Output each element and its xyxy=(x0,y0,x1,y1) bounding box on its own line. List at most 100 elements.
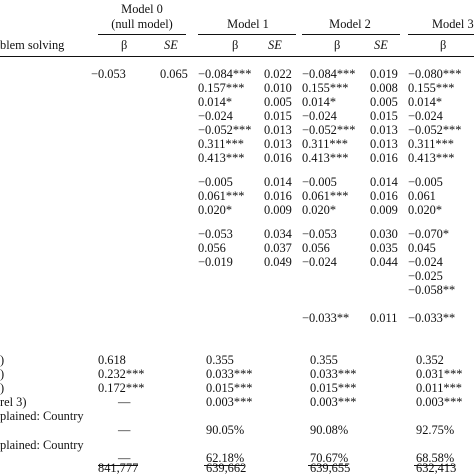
cell-m3b-row-8: −0.005 xyxy=(408,175,443,189)
cell-m1b-row-12: 0.056 xyxy=(198,241,226,255)
cell-m2s-row-4: 0.015 xyxy=(370,109,398,123)
rule-model1 xyxy=(198,34,296,35)
explained-m1-2: 62.18% xyxy=(206,451,245,465)
rule-bottom-m2 xyxy=(308,465,348,466)
cell-m3b-row-10: 0.020* xyxy=(408,203,443,217)
cell-m1s-row-10: 0.009 xyxy=(264,203,292,217)
cell-m3b-row-9: 0.061 xyxy=(408,189,436,203)
cell-m2b-row-4: −0.024 xyxy=(302,109,337,123)
variance-m1-2: 0.033*** xyxy=(206,367,253,381)
header-model0-line2: (null model) xyxy=(111,17,173,31)
rule-header-bottom xyxy=(0,56,474,57)
cell-m3b-row-2: 0.155*** xyxy=(408,81,455,95)
cell-m1s-row-6: 0.013 xyxy=(264,137,292,151)
cell-m2s-row-2: 0.008 xyxy=(370,81,398,95)
cell-m2s-row-11: 0.030 xyxy=(370,227,398,241)
explained-m2-2: 70.67% xyxy=(310,451,349,465)
cell-m2s-row-3: 0.005 xyxy=(370,95,398,109)
cell-m2s-row-16: 0.011 xyxy=(370,311,398,325)
cell-m3b-row-14: −0.025 xyxy=(408,269,443,283)
variance-m3-1: 0.352 xyxy=(416,353,444,367)
cell-m1s-row-4: 0.015 xyxy=(264,109,292,123)
cell-m2b-row-12: 0.056 xyxy=(302,241,330,255)
bottom-m3: 632,413 xyxy=(416,461,457,475)
cell-m1b-row-7: 0.413*** xyxy=(198,151,245,165)
cell-m1s-row-1: 0.022 xyxy=(264,67,292,81)
variance-m0-1: 0.618 xyxy=(98,353,126,367)
cell-m2b-row-11: −0.053 xyxy=(302,227,337,241)
explained-label-2: plained: Country xyxy=(0,438,84,452)
cell-m3b-row-13: −0.024 xyxy=(408,255,443,269)
cell-m1s-row-5: 0.013 xyxy=(264,123,292,137)
variance-m1-3: 0.015*** xyxy=(206,381,253,395)
cell-m1b-row-1: −0.084*** xyxy=(198,67,252,81)
cell-m2b-row-7: 0.413*** xyxy=(302,151,349,165)
rule-model0 xyxy=(98,34,186,35)
cell-m2s-row-5: 0.013 xyxy=(370,123,398,137)
cell-m2b-row-1: −0.084*** xyxy=(302,67,356,81)
explained-m3-2: 68.58% xyxy=(416,451,455,465)
cell-m2b-row-8: −0.005 xyxy=(302,175,337,189)
cell-m3b-row-3: 0.014* xyxy=(408,95,443,109)
header-model1: Model 1 xyxy=(227,17,269,31)
cell-m2b-row-13: −0.024 xyxy=(302,255,337,269)
rule-bottom-m0 xyxy=(98,465,138,466)
cell-m1b-row-8: −0.005 xyxy=(198,175,233,189)
variance-m2-2: 0.033*** xyxy=(310,367,357,381)
se-header-m0: SE xyxy=(164,38,178,52)
bottom-m0: 841,777 xyxy=(98,461,139,475)
cell-m2s-row-10: 0.009 xyxy=(370,203,398,217)
cell-m2b-row-9: 0.061*** xyxy=(302,189,349,203)
cell-m1b-row-11: −0.053 xyxy=(198,227,233,241)
bottom-m2: 639,655 xyxy=(310,461,351,475)
variance-m1-1: 0.355 xyxy=(206,353,234,367)
explained-m0-1: — xyxy=(118,423,131,437)
cell-m1s-row-3: 0.005 xyxy=(264,95,292,109)
cell-m3b-row-7: 0.413*** xyxy=(408,151,455,165)
cell-m1s-row-2: 0.010 xyxy=(264,81,292,95)
cell-m2b-row-5: −0.052*** xyxy=(302,123,356,137)
se-header-m1: SE xyxy=(268,38,282,52)
rule-model2 xyxy=(302,34,400,35)
variance-m2-1: 0.355 xyxy=(310,353,338,367)
variance-m3-4: 0.003*** xyxy=(416,395,463,409)
header-model0-line1: Model 0 xyxy=(121,2,163,16)
cell-m2s-row-1: 0.019 xyxy=(370,67,398,81)
cell-m3b-row-11: −0.070* xyxy=(408,227,450,241)
cell-m3b-row-12: 0.045 xyxy=(408,241,436,255)
variance-label-4: rel 3) xyxy=(0,395,27,409)
cell-m1s-row-13: 0.049 xyxy=(264,255,292,269)
cell-m1b-row-3: 0.014* xyxy=(198,95,233,109)
cell-m1s-row-8: 0.014 xyxy=(264,175,292,189)
cell-m2s-row-9: 0.016 xyxy=(370,189,398,203)
cell-m3b-row-15: −0.058** xyxy=(408,283,456,297)
cell-m0s-row-1: 0.065 xyxy=(160,67,188,81)
cell-m3b-row-5: −0.052*** xyxy=(408,123,462,137)
cell-m2s-row-6: 0.013 xyxy=(370,137,398,151)
cell-m3b-row-16: −0.033** xyxy=(408,311,456,325)
cell-m2b-row-6: 0.311*** xyxy=(302,137,349,151)
variance-m3-2: 0.031*** xyxy=(416,367,463,381)
cell-m1b-row-2: 0.157*** xyxy=(198,81,245,95)
cell-m3b-row-1: −0.080*** xyxy=(408,67,462,81)
cell-m1s-row-11: 0.034 xyxy=(264,227,292,241)
beta-header-m2: β xyxy=(334,38,341,52)
cell-m1b-row-4: −0.024 xyxy=(198,109,233,123)
cell-m2b-row-10: 0.020* xyxy=(302,203,337,217)
cell-m1b-row-13: −0.019 xyxy=(198,255,233,269)
cell-m3b-row-6: 0.311*** xyxy=(408,137,455,151)
cell-m1b-row-9: 0.061*** xyxy=(198,189,245,203)
explained-m3-1: 92.75% xyxy=(416,423,455,437)
rule-bottom-m3 xyxy=(414,465,454,466)
rule-bottom-m1 xyxy=(204,465,244,466)
beta-header-m0: β xyxy=(121,38,128,52)
row-label-problem-solving: blem solving xyxy=(0,38,65,52)
explained-m2-1: 90.08% xyxy=(310,423,349,437)
cell-m1s-row-12: 0.037 xyxy=(264,241,292,255)
cell-m2s-row-8: 0.014 xyxy=(370,175,398,189)
cell-m2s-row-13: 0.044 xyxy=(370,255,398,269)
variance-m0-4: — xyxy=(118,395,131,409)
variance-label-3: ) xyxy=(0,381,5,395)
beta-header-m3: β xyxy=(440,38,447,52)
explained-m1-1: 90.05% xyxy=(206,423,245,437)
